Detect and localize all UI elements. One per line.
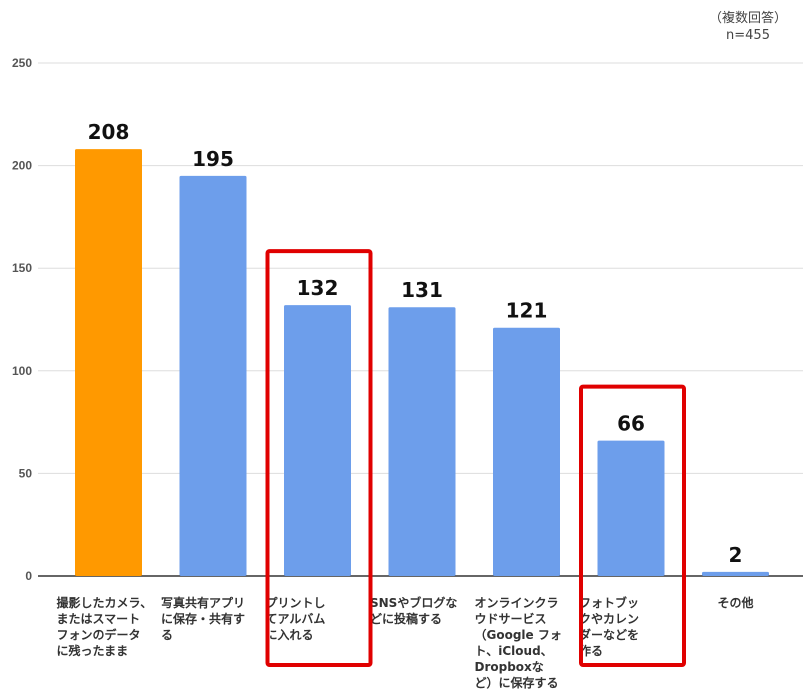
data-label: 195 — [192, 147, 234, 171]
category-label-line: 撮影したカメラ、 — [57, 595, 153, 610]
category-label-line: プリントし — [266, 595, 326, 610]
category-label-line: どに投稿する — [370, 611, 442, 626]
y-tick-label: 200 — [12, 159, 32, 173]
category-label: 撮影したカメラ、またはスマートフォンのデータに残ったまま — [57, 595, 153, 658]
y-axis-ticks: 0 50 100 150 200 250 — [12, 56, 32, 583]
category-label-line: ト、iCloud、 — [475, 644, 553, 658]
bar — [75, 149, 142, 576]
sample-note: （複数回答） n=455 — [709, 10, 787, 44]
y-tick-label: 150 — [12, 261, 32, 275]
highlight-box — [579, 384, 686, 667]
category-label-line: に入れる — [266, 628, 314, 642]
category-label-line: 作る — [579, 643, 603, 658]
category-label-line: ウドサービス — [475, 611, 547, 626]
data-label: 2 — [729, 543, 743, 567]
category-label-line: その他 — [717, 595, 753, 610]
bars — [75, 149, 769, 577]
category-label-line: に残ったまま — [57, 643, 129, 658]
y-tick-label: 0 — [25, 569, 32, 583]
bar — [493, 327, 560, 576]
bar — [702, 571, 769, 576]
bar — [179, 175, 247, 577]
category-labels: 撮影したカメラ、またはスマートフォンのデータに残ったまま写真共有アプリに保存・共… — [57, 595, 754, 690]
note-sample-size: n=455 — [726, 28, 770, 43]
data-label: 121 — [506, 299, 548, 323]
category-label: 写真共有アプリに保存・共有する — [161, 595, 245, 642]
data-label: 66 — [617, 412, 645, 436]
y-tick-label: 250 — [12, 56, 32, 70]
highlight-boxes — [265, 249, 686, 668]
data-label: 131 — [401, 278, 443, 302]
highlight-box — [265, 249, 373, 668]
bar — [388, 307, 456, 576]
category-label: SNSやブログなどに投稿する — [370, 595, 457, 626]
category-label-line: ど）に保存する — [475, 675, 559, 690]
category-label: プリントしてアルバムに入れる — [266, 595, 326, 642]
category-label-line: クやカレン — [579, 612, 639, 626]
data-label: 132 — [297, 276, 339, 300]
category-label-line: に保存・共有す — [161, 611, 245, 626]
category-label: オンラインクラウドサービス（Google フォト、iCloud、 Dropboxな… — [475, 596, 562, 690]
category-label-line: フォトブッ — [579, 595, 639, 610]
category-label-line: Dropboxな — [475, 660, 544, 674]
category-label-line: ダーなどを — [579, 627, 639, 642]
category-label-line: フォンのデータ — [57, 627, 141, 642]
category-label-line: てアルバム — [266, 612, 326, 626]
data-labels: 208 195 132 131 121 66 2 — [88, 120, 743, 567]
category-label-line: SNSやブログな — [370, 595, 457, 610]
data-label: 208 — [88, 120, 130, 144]
note-multiple-answer: （複数回答） — [708, 11, 787, 26]
bar — [284, 305, 351, 576]
category-label: フォトブックやカレンダーなどを作る — [579, 595, 639, 658]
category-label: その他 — [717, 595, 753, 610]
category-label-line: またはスマート — [57, 612, 141, 626]
bar — [597, 440, 665, 576]
category-label-line: 写真共有アプリ — [161, 595, 245, 610]
category-label-line: オンラインクラ — [475, 596, 559, 610]
category-label-line: る — [161, 628, 173, 642]
y-tick-label: 50 — [19, 466, 33, 480]
category-label-line: （Google フォ — [475, 627, 562, 642]
y-tick-label: 100 — [12, 364, 32, 378]
